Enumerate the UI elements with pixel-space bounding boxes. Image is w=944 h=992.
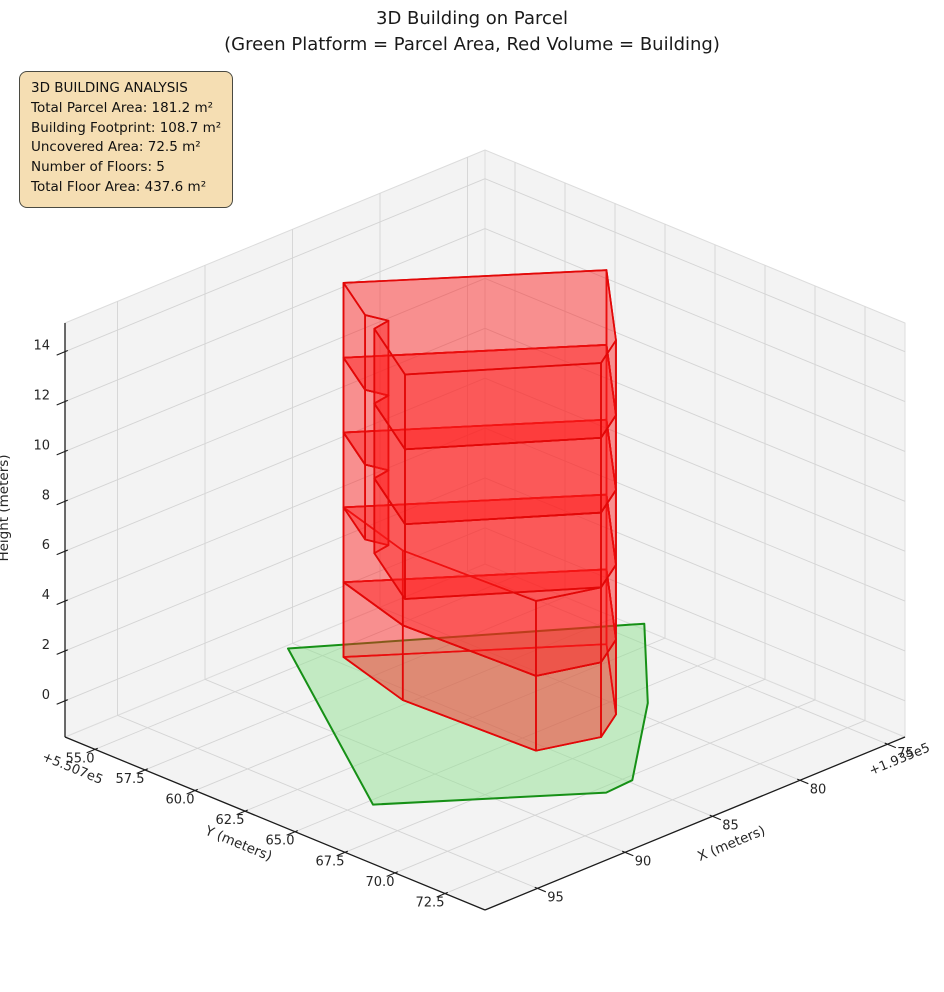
y-tick-label: 67.5 [316,854,345,869]
z-tick [56,649,68,655]
z-tick-label: 0 [42,688,50,703]
z-tick [56,549,68,556]
y-tick-label: 65.0 [266,834,295,849]
info-box-lines: Total Parcel Area: 181.2 m² Building Foot… [31,99,221,198]
y-tick [236,809,248,816]
y-tick [386,871,398,877]
y-tick-label: 55.0 [66,751,95,766]
info-box-line: Total Floor Area: 437.6 m² [31,178,207,195]
grid-line [444,720,866,894]
grid-line [64,327,486,502]
z-tick-label: 4 [42,588,50,603]
z-axis-label: Height (meters) [0,454,12,561]
floor-slab-top [342,269,617,376]
building-tower-floor [342,269,617,451]
floor-slab-wall [535,661,602,752]
z-tick [56,449,68,456]
z-tick [56,399,68,406]
grid-line [64,427,486,602]
building-volume [342,269,617,752]
grid-line [484,278,906,452]
grid-line [64,527,486,702]
parcel-polygon [287,622,649,806]
x-tick [709,814,722,821]
x-tick-label: 80 [810,782,827,797]
y-tick [336,850,348,857]
grid-line [484,527,906,702]
info-box-line: Number of Floors: 5 [31,159,165,176]
y-tick-label: 57.5 [116,772,145,787]
x-tick [884,742,897,749]
y-tick [186,788,198,795]
grid-line [117,714,538,889]
info-box-line: Total Parcel Area: 181.2 m² [31,99,214,116]
x-tick-label: 85 [722,818,739,833]
z-tick [56,350,68,356]
grid-line [484,327,906,502]
grid-line [64,178,486,353]
y-tick-label: 62.5 [216,813,245,828]
y-tick-label: 72.5 [416,896,445,911]
info-box-line: Uncovered Area: 72.5 m² [31,139,201,156]
grid-line [484,477,906,652]
parcel-group [287,622,649,806]
info-box-title: 3D BUILDING ANALYSIS [31,80,188,96]
grid-line [64,228,486,402]
grid-line [484,377,906,552]
z-tick-label: 6 [42,538,50,553]
y-axis-label: Y (meters) [202,823,274,865]
z-tick [56,699,68,705]
z-tick-label: 8 [42,488,50,503]
x-tick-label: 75 [897,746,914,761]
floor-slab-wall [535,586,602,677]
floor-slab-wall [404,362,602,451]
x-tick-label: 95 [547,890,564,905]
chart-title-line1: 3D Building on Parcel [376,8,568,29]
floor-slab-wall [404,511,602,600]
grid-line [64,278,486,452]
z-tick [56,499,68,506]
chart-title: 3D Building on Parcel (Green Platform = … [0,6,944,58]
chart-title-line2: (Green Platform = Parcel Area, Red Volum… [224,34,720,55]
grid-line [64,377,486,552]
y-tick-label: 70.0 [366,875,395,890]
z-tick-label: 14 [33,339,50,354]
y-tick-label: 60.0 [166,793,195,808]
y-axis-spine [64,736,486,911]
x-tick-label: 90 [635,854,652,869]
building-tower-floor [342,344,617,526]
floor-slab-wall [404,436,602,526]
grid-line [484,178,906,353]
grid-line [484,228,906,402]
z-tick [56,599,68,606]
x-tick [797,778,809,785]
x-tick [534,886,547,893]
info-box-line: Building Footprint: 108.7 m² [31,119,222,136]
y-tick [136,768,148,774]
x-tick [622,850,634,857]
z-tick-label: 2 [42,638,50,653]
z-tick-label: 12 [33,389,50,404]
analysis-info-box: 3D BUILDING ANALYSIS Total Parcel Area: … [19,71,234,208]
grid-line [484,427,906,602]
y-tick [286,830,298,836]
z-tick-label: 10 [33,438,50,453]
building-tower-floor [342,418,617,600]
grid-line [64,477,486,652]
y-tick [436,891,448,898]
x-axis-spine [484,736,906,911]
y-tick [86,747,98,754]
